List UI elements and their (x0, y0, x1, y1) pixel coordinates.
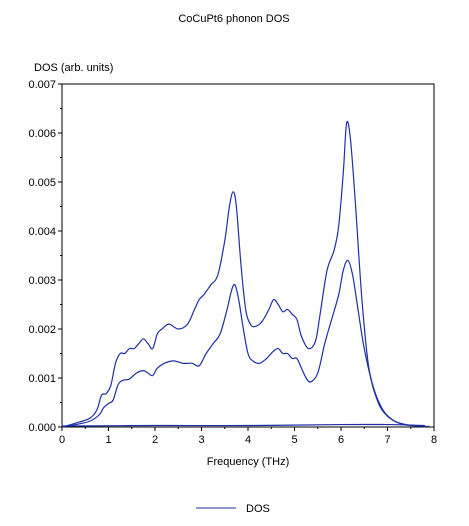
y-tick-label: 0.000 (28, 422, 56, 434)
y-tick-label: 0.003 (28, 275, 56, 287)
legend: DOS (196, 503, 270, 515)
x-tick-label: 7 (384, 434, 390, 446)
y-tick-label: 0.001 (28, 373, 56, 385)
x-tick-label: 4 (245, 434, 251, 446)
y-tick-label: 0.004 (28, 226, 56, 238)
x-tick-label: 3 (198, 434, 204, 446)
x-tick-label: 8 (431, 434, 437, 446)
dos-line-2 (61, 259, 430, 428)
y-axis: 0.000 0.001 0.002 0.003 0.004 0.005 0.006 0.007 (28, 79, 62, 434)
x-tick-label: 1 (105, 434, 111, 446)
legend-label-dos: DOS (246, 503, 270, 515)
y-tick-label: 0.006 (28, 128, 56, 140)
x-tick-label: 6 (338, 434, 344, 446)
x-tick-label: 2 (152, 434, 158, 446)
dos-line-3 (61, 423, 425, 427)
plot-frame (61, 83, 435, 428)
x-axis: 0 1 2 3 4 5 6 7 8 (59, 427, 437, 446)
y-tick-label: 0.005 (28, 177, 56, 189)
y-axis-label: DOS (arb. units) (34, 62, 113, 74)
x-tick-label: 0 (59, 434, 65, 446)
plot-lines (61, 120, 430, 428)
y-tick-label: 0.007 (28, 79, 56, 91)
y-tick-label: 0.002 (28, 324, 56, 336)
x-tick-label: 5 (291, 434, 297, 446)
x-axis-label: Frequency (THz) (207, 456, 290, 468)
dos-line-1 (61, 120, 425, 428)
chart-title: CoCuPt6 phonon DOS (178, 13, 289, 25)
